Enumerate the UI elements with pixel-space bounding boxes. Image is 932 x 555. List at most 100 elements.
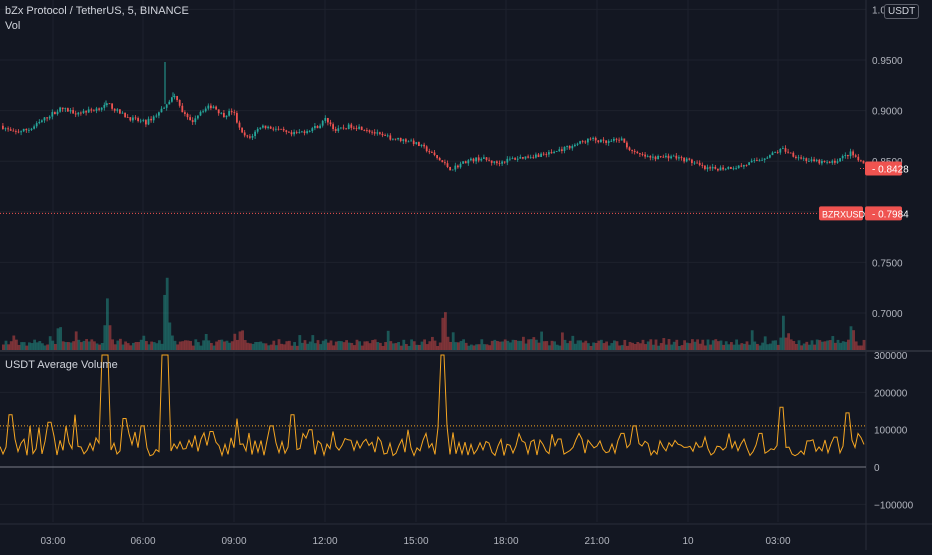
volume-bar bbox=[597, 340, 601, 350]
volume-bar bbox=[77, 339, 81, 350]
volume-bar bbox=[548, 345, 551, 350]
candle-body bbox=[574, 144, 576, 147]
volume-bar bbox=[56, 328, 60, 350]
time-axis-tick-label: 12:00 bbox=[312, 536, 337, 547]
volume-bar bbox=[191, 345, 195, 350]
candle-body bbox=[480, 158, 483, 161]
volume-bar bbox=[345, 340, 348, 350]
volume-bar bbox=[545, 341, 549, 350]
volume-bar bbox=[711, 340, 715, 350]
candle-body bbox=[215, 106, 217, 110]
volume-bar bbox=[823, 341, 827, 350]
candle-body bbox=[493, 161, 496, 163]
volume-bar bbox=[295, 345, 299, 350]
volume-bar bbox=[165, 277, 169, 350]
volume-bar bbox=[649, 339, 653, 350]
candle-body bbox=[181, 105, 184, 113]
volume-bar bbox=[730, 342, 733, 350]
candle-body bbox=[119, 109, 121, 114]
volume-bar bbox=[171, 335, 174, 350]
symbol-tag[interactable] bbox=[819, 206, 863, 221]
volume-bar bbox=[280, 343, 283, 350]
candle-body bbox=[142, 120, 145, 121]
candle-body bbox=[108, 103, 111, 105]
candle-body bbox=[210, 105, 212, 109]
volume-bar bbox=[475, 344, 478, 350]
candle-body bbox=[633, 150, 636, 152]
volume-bar bbox=[80, 342, 83, 350]
volume-bar bbox=[163, 294, 166, 350]
candle-body bbox=[251, 136, 254, 138]
volume-bar bbox=[160, 343, 164, 350]
candle-body bbox=[457, 165, 459, 168]
candle-body bbox=[748, 162, 750, 165]
volume-bar bbox=[451, 332, 455, 350]
candle-body bbox=[545, 154, 548, 155]
candle-body bbox=[537, 154, 540, 158]
volume-bar bbox=[204, 334, 208, 350]
volume-bar bbox=[371, 340, 374, 350]
volume-bar bbox=[459, 340, 463, 350]
volume-bar bbox=[623, 339, 627, 350]
marker-price-label: - 0.7984 bbox=[872, 209, 909, 220]
volume-bar bbox=[568, 340, 572, 350]
volume-bar bbox=[662, 338, 666, 350]
volume-bar bbox=[563, 339, 567, 350]
candle-body bbox=[150, 118, 152, 121]
candle-body bbox=[407, 141, 410, 143]
volume-bar bbox=[646, 341, 650, 350]
candle-body bbox=[327, 117, 329, 123]
candle-body bbox=[87, 109, 90, 113]
candle-body bbox=[233, 112, 236, 114]
volume-bar bbox=[436, 345, 439, 350]
candle-body bbox=[610, 140, 613, 142]
volume-bar bbox=[514, 340, 517, 350]
currency-selector-button[interactable]: USDT bbox=[884, 4, 920, 19]
marker-price-tag[interactable] bbox=[865, 206, 902, 221]
volume-bar bbox=[691, 339, 694, 350]
volume-bar bbox=[124, 341, 127, 350]
volume-bar bbox=[129, 345, 133, 350]
volume-bar bbox=[373, 339, 377, 350]
volume-bar bbox=[524, 343, 528, 350]
volume-bar bbox=[303, 340, 307, 350]
volume-bar bbox=[38, 341, 42, 350]
volume-bar bbox=[449, 341, 452, 350]
last-price-tag[interactable] bbox=[865, 161, 902, 176]
volume-bar bbox=[410, 339, 413, 350]
candle-body bbox=[709, 167, 711, 169]
volume-bar bbox=[147, 344, 151, 350]
volume-bar bbox=[2, 344, 5, 350]
volume-bar bbox=[750, 330, 754, 350]
candle-body bbox=[4, 128, 7, 130]
volume-bar bbox=[607, 345, 611, 350]
volume-bar bbox=[228, 342, 231, 350]
candle-body bbox=[675, 155, 678, 159]
candle-body bbox=[454, 165, 457, 170]
candle-body bbox=[485, 157, 488, 160]
volume-bar bbox=[688, 343, 692, 350]
candle-body bbox=[418, 142, 420, 146]
volume-bar bbox=[389, 341, 393, 350]
candle-body bbox=[436, 155, 438, 158]
candle-body bbox=[129, 117, 132, 121]
volume-bar bbox=[119, 338, 122, 350]
candle-body bbox=[558, 149, 561, 152]
candle-body bbox=[602, 139, 605, 141]
candle-body bbox=[722, 167, 724, 170]
candle-body bbox=[264, 125, 267, 129]
volume-bar bbox=[342, 342, 346, 350]
volume-bar bbox=[25, 345, 29, 350]
volume-bar bbox=[535, 339, 538, 350]
candle-body bbox=[438, 157, 441, 161]
candle-body bbox=[446, 163, 449, 168]
candle-body bbox=[124, 112, 126, 118]
volume-bar bbox=[95, 343, 99, 350]
volume-bar bbox=[152, 342, 156, 350]
volume-bar bbox=[654, 339, 658, 350]
volume-bar bbox=[558, 345, 562, 350]
candle-body bbox=[228, 111, 230, 116]
volume-bar bbox=[438, 342, 442, 350]
